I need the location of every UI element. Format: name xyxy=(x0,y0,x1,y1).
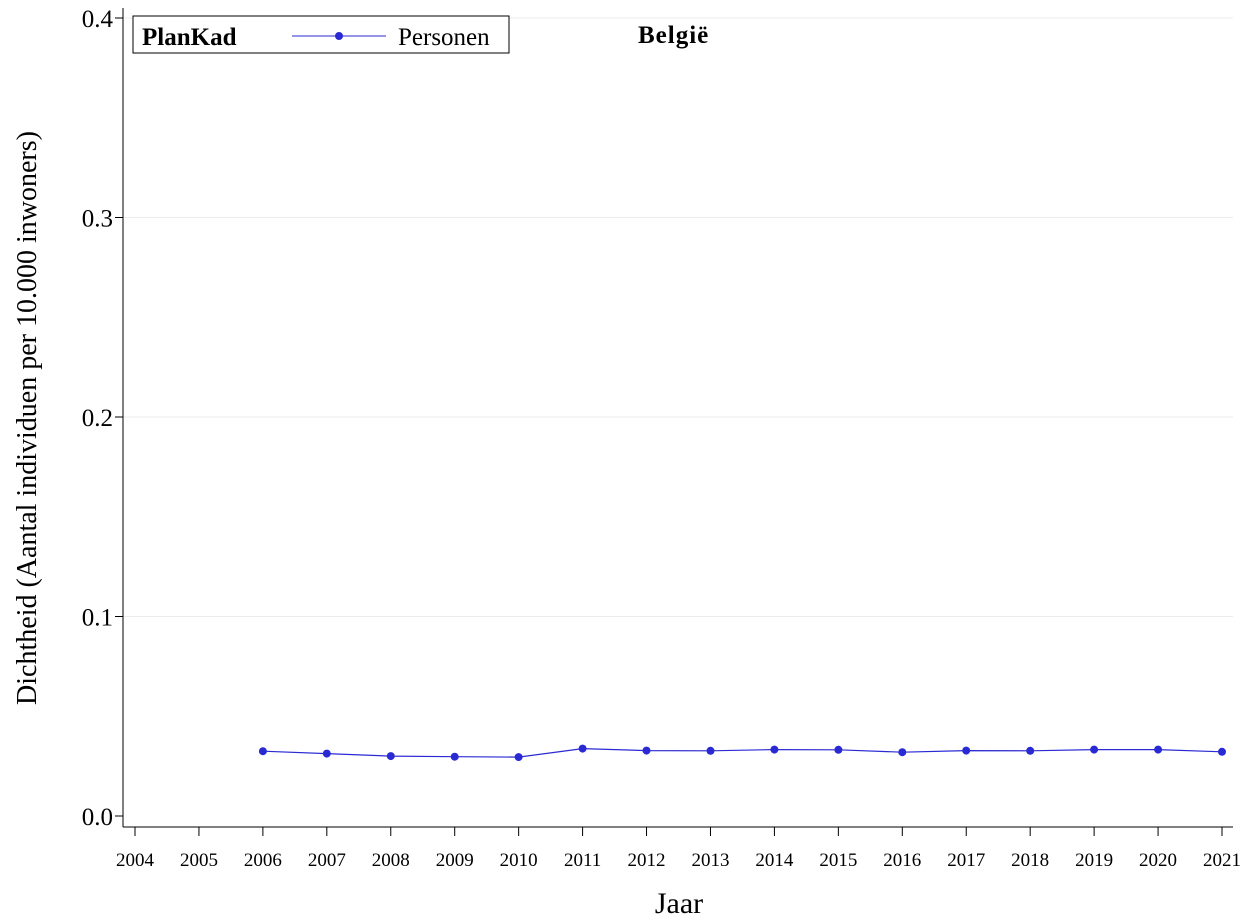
x-tick-label: 2007 xyxy=(308,850,346,871)
y-tick-label: 0.0 xyxy=(82,804,113,831)
data-point-2014 xyxy=(770,745,779,754)
x-tick-label: 2006 xyxy=(244,850,282,871)
x-tick-label: 2014 xyxy=(755,850,794,871)
x-tick-label: 2015 xyxy=(819,850,857,871)
data-point-2017 xyxy=(962,746,971,755)
x-tick-label: 2011 xyxy=(564,850,601,871)
legend-title: PlanKad xyxy=(142,24,237,51)
y-tick-label: 0.2 xyxy=(82,405,113,432)
data-point-2018 xyxy=(1026,746,1035,755)
data-point-2020 xyxy=(1154,745,1163,754)
chart-title: België xyxy=(638,22,709,49)
x-tick-label: 2009 xyxy=(436,850,474,871)
legend: PlanKad Personen xyxy=(132,15,510,54)
data-point-2021 xyxy=(1218,747,1226,756)
data-point-2009 xyxy=(450,752,459,761)
gridlines xyxy=(123,17,1233,617)
x-tick-label: 2005 xyxy=(180,850,218,871)
x-tick-label: 2012 xyxy=(628,850,666,871)
x-tick-label: 2013 xyxy=(691,850,729,871)
x-axis-ticks: 2004 2005 2006 2007 2008 2009 2010 2011 2012 2013… xyxy=(116,827,1241,871)
x-tick-label: 2008 xyxy=(372,850,410,871)
data-point-2007 xyxy=(322,749,331,758)
legend-series-label: Personen xyxy=(398,24,490,51)
data-point-2008 xyxy=(386,752,395,761)
x-tick-label: 2019 xyxy=(1075,850,1113,871)
legend-series-marker xyxy=(335,32,343,40)
data-point-2012 xyxy=(642,746,651,755)
y-axis-title: Dichtheid (Aantal individuen per 10.000 … xyxy=(12,131,43,705)
x-tick-label: 2017 xyxy=(947,850,985,871)
y-tick-label: 0.3 xyxy=(82,206,113,233)
x-tick-label: 2004 xyxy=(116,850,155,871)
legend-frame xyxy=(132,15,510,54)
y-tick-label: 0.1 xyxy=(82,605,113,632)
data-point-2013 xyxy=(706,746,715,755)
series-layer xyxy=(258,744,1226,762)
data-point-2019 xyxy=(1090,745,1099,754)
data-point-2011 xyxy=(578,744,587,753)
x-tick-label: 2016 xyxy=(883,850,921,871)
data-point-2010 xyxy=(514,753,523,762)
x-tick-label: 2020 xyxy=(1139,850,1177,871)
y-tick-label: 0.4 xyxy=(82,6,114,33)
data-point-2015 xyxy=(834,745,843,754)
data-point-2016 xyxy=(898,748,907,757)
series-line-0 xyxy=(262,747,1223,758)
y-axis-ticks: 0.0 0.1 0.2 0.3 0.4 xyxy=(82,6,123,831)
x-tick-label: 2021 xyxy=(1203,850,1241,871)
data-point-2006 xyxy=(258,747,267,756)
x-tick-label: 2018 xyxy=(1011,850,1049,871)
x-tick-label: 2010 xyxy=(500,850,538,871)
x-axis-title: Jaar xyxy=(655,887,703,917)
